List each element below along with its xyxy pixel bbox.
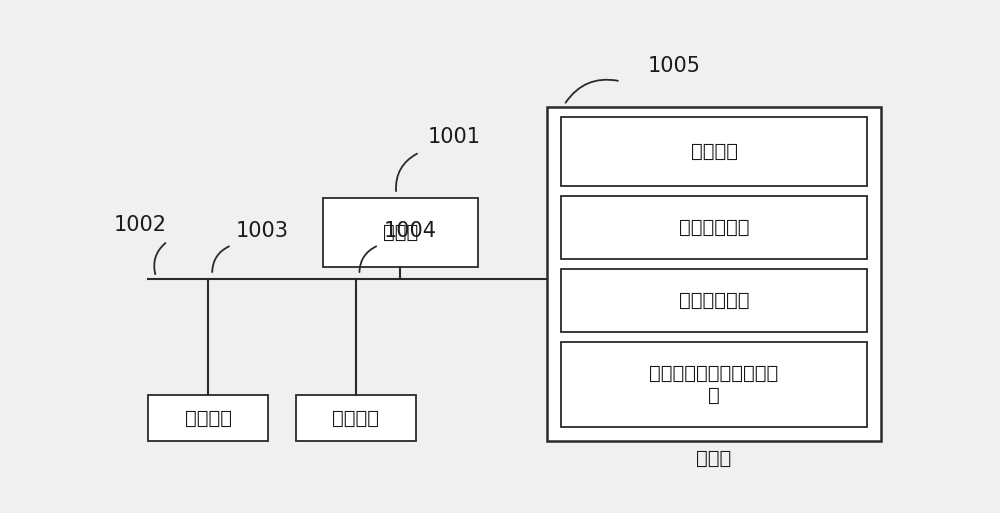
Text: 1004: 1004 xyxy=(383,222,436,242)
Bar xyxy=(148,396,268,441)
Bar xyxy=(323,198,478,267)
Bar xyxy=(547,107,881,441)
Text: 1003: 1003 xyxy=(236,222,289,242)
Text: 用户接口模块: 用户接口模块 xyxy=(679,291,749,310)
Text: 1001: 1001 xyxy=(428,127,481,147)
Text: 用户接口: 用户接口 xyxy=(185,408,232,427)
Text: 操作系统: 操作系统 xyxy=(690,142,738,161)
Text: 末梢血采样装置的控制程
序: 末梢血采样装置的控制程 序 xyxy=(649,364,779,405)
Bar xyxy=(561,117,867,186)
Text: 处理器: 处理器 xyxy=(382,223,418,242)
Text: 网络接口: 网络接口 xyxy=(332,408,379,427)
Text: 存储器: 存储器 xyxy=(696,449,732,468)
Bar xyxy=(561,196,867,259)
Text: 网络通信模块: 网络通信模块 xyxy=(679,218,749,237)
Text: 1005: 1005 xyxy=(648,55,701,75)
Text: 1002: 1002 xyxy=(114,215,167,235)
Bar xyxy=(561,269,867,332)
Bar xyxy=(296,396,416,441)
Bar xyxy=(561,342,867,427)
